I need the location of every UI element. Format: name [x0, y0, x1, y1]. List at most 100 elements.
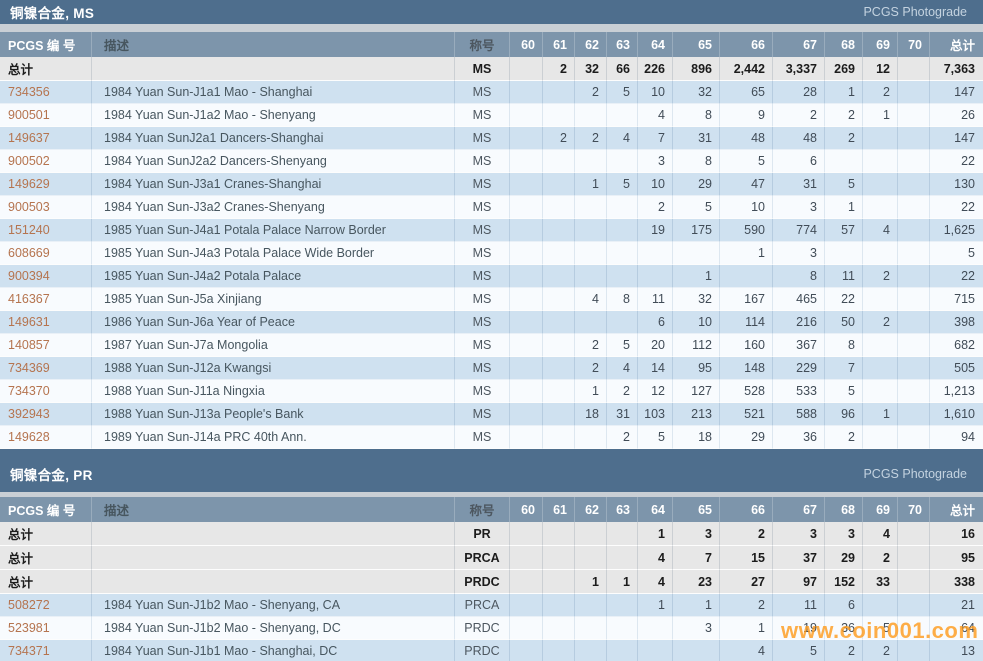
section-title-bar: 铜镍合金, MS PCGS Photograde [0, 0, 983, 24]
grade-count-66: 29 [720, 426, 773, 449]
column-header-grade-67: 67 [773, 497, 825, 522]
column-header-grade-70: 70 [898, 497, 930, 522]
photograde-link[interactable]: PCGS Photograde [863, 466, 967, 481]
pcgs-number-link[interactable]: 900394 [0, 265, 92, 288]
grade-count-69: 33 [863, 570, 898, 594]
grade-count-69: 4 [863, 219, 898, 242]
table-row: 416367 1985 Yuan Sun-J5a Xinjiang MS 4 8 11 32… [0, 288, 983, 311]
pcgs-number-link[interactable]: 392943 [0, 403, 92, 426]
designation: MS [455, 81, 510, 104]
grade-count-60 [510, 57, 543, 81]
grade-count-60 [510, 617, 543, 640]
table-row: 149629 1984 Yuan Sun-J3a1 Cranes-Shanghai… [0, 173, 983, 196]
grade-count-67: 97 [773, 570, 825, 594]
pcgs-number-link[interactable]: 149637 [0, 127, 92, 150]
grade-count-69: 2 [863, 546, 898, 570]
pcgs-number-link[interactable]: 523981 [0, 617, 92, 640]
grade-count-65: 29 [673, 173, 720, 196]
table-row: 149628 1989 Yuan Sun-J14a PRC 40th Ann. MS… [0, 426, 983, 449]
pcgs-number-link[interactable]: 416367 [0, 288, 92, 311]
pcgs-number-link[interactable]: 900502 [0, 150, 92, 173]
table-row: 523981 1984 Yuan Sun-J1b2 Mao - Shenyang,… [0, 617, 983, 640]
grade-count-69 [863, 380, 898, 403]
grade-count-62: 1 [575, 380, 607, 403]
pcgs-number-link[interactable]: 900501 [0, 104, 92, 127]
grade-count-61 [543, 196, 575, 219]
grade-count-62: 2 [575, 81, 607, 104]
grade-count-66 [720, 265, 773, 288]
grade-count-65: 31 [673, 127, 720, 150]
grade-count-64 [638, 265, 673, 288]
coin-description: 1984 Yuan Sun-J1b2 Mao - Shenyang, CA [92, 594, 455, 617]
grade-count-66: 65 [720, 81, 773, 104]
grade-count-69: 4 [863, 522, 898, 546]
grade-count-62 [575, 150, 607, 173]
grade-count-67: 367 [773, 334, 825, 357]
grade-count-62 [575, 242, 607, 265]
grade-count-61 [543, 288, 575, 311]
grade-count-68: 36 [825, 617, 863, 640]
grade-count-62: 2 [575, 357, 607, 380]
grade-count-65: 1 [673, 594, 720, 617]
grade-count-68: 6 [825, 594, 863, 617]
grade-count-60 [510, 522, 543, 546]
grade-count-62 [575, 219, 607, 242]
column-header-grade-61: 61 [543, 32, 575, 57]
grade-count-66: 2,442 [720, 57, 773, 81]
grade-count-64 [638, 617, 673, 640]
pcgs-number-link[interactable]: 149631 [0, 311, 92, 334]
grade-count-65: 127 [673, 380, 720, 403]
grade-count-62 [575, 311, 607, 334]
designation: MS [455, 265, 510, 288]
grade-count-66: 48 [720, 127, 773, 150]
grade-count-63: 5 [607, 173, 638, 196]
table-row: 900501 1984 Yuan Sun-J1a2 Mao - Shenyang M… [0, 104, 983, 127]
designation: PRCA [455, 594, 510, 617]
pcgs-number-link[interactable]: 608669 [0, 242, 92, 265]
column-header-grade-63: 63 [607, 32, 638, 57]
pcgs-number-link[interactable]: 151240 [0, 219, 92, 242]
pcgs-number-link[interactable]: 149629 [0, 173, 92, 196]
grade-count-70 [898, 640, 930, 661]
pcgs-number-link[interactable]: 900503 [0, 196, 92, 219]
grade-count-61 [543, 150, 575, 173]
grade-count-68: 8 [825, 334, 863, 357]
coin-description: 1989 Yuan Sun-J14a PRC 40th Ann. [92, 426, 455, 449]
pcgs-number-link[interactable]: 734356 [0, 81, 92, 104]
grade-count-68: 2 [825, 127, 863, 150]
grade-count-66: 2 [720, 522, 773, 546]
photograde-link[interactable]: PCGS Photograde [863, 5, 967, 19]
total-count: 22 [930, 150, 983, 173]
grade-count-64: 3 [638, 150, 673, 173]
pcgs-number-link[interactable]: 149628 [0, 426, 92, 449]
table-row: 149637 1984 Yuan SunJ2a1 Dancers-Shanghai… [0, 127, 983, 150]
grade-count-65: 18 [673, 426, 720, 449]
grade-count-63 [607, 617, 638, 640]
grade-count-64 [638, 242, 673, 265]
totals-row: 总计 PR 1 3 2 3 3 4 16 [0, 522, 983, 546]
grade-count-63 [607, 594, 638, 617]
table-row: 149631 1986 Yuan Sun-J6a Year of Peace MS 6… [0, 311, 983, 334]
grade-count-63 [607, 522, 638, 546]
coin-description: 1987 Yuan Sun-J7a Mongolia [92, 334, 455, 357]
grade-count-61 [543, 104, 575, 127]
grade-count-60 [510, 334, 543, 357]
pcgs-number-link[interactable]: 734371 [0, 640, 92, 661]
pcgs-number-link[interactable]: 508272 [0, 594, 92, 617]
pcgs-number-link[interactable]: 734370 [0, 380, 92, 403]
pcgs-number-link[interactable]: 734369 [0, 357, 92, 380]
grade-count-67: 588 [773, 403, 825, 426]
grade-count-63 [607, 196, 638, 219]
table-row: 608669 1985 Yuan Sun-J4a3 Potala Palace W… [0, 242, 983, 265]
column-header-grade-68: 68 [825, 32, 863, 57]
section-title: 铜镍合金, MS [10, 6, 95, 21]
grade-count-68: 1 [825, 196, 863, 219]
pcgs-number-link[interactable]: 140857 [0, 334, 92, 357]
grade-count-69 [863, 357, 898, 380]
grade-count-60 [510, 357, 543, 380]
total-count: 7,363 [930, 57, 983, 81]
grade-count-63: 31 [607, 403, 638, 426]
coin-description: 1988 Yuan Sun-J11a Ningxia [92, 380, 455, 403]
column-header-grade-66: 66 [720, 497, 773, 522]
